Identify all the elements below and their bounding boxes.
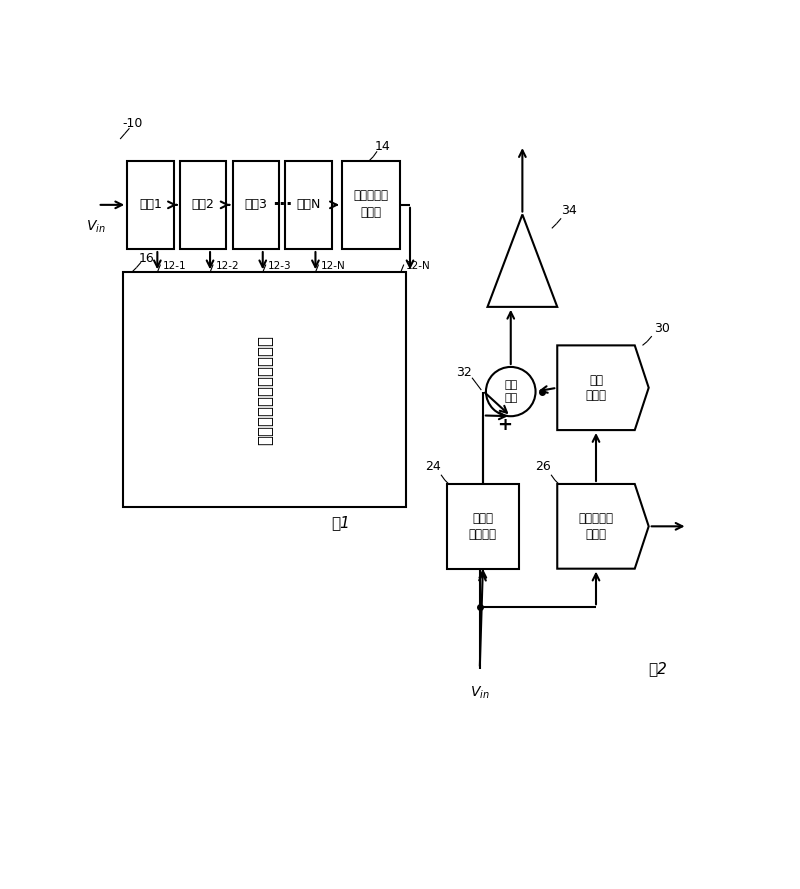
Text: $V_{in}$: $V_{in}$ [86, 219, 106, 235]
Text: 图2: 图2 [649, 661, 667, 677]
Bar [180, 161, 226, 249]
Text: 转换器: 转换器 [586, 388, 606, 402]
Text: 数字纠错及时间校正单元: 数字纠错及时间校正单元 [256, 334, 274, 444]
Text: 保持单元: 保持单元 [469, 527, 497, 541]
Text: 12-N: 12-N [321, 261, 346, 271]
Text: -10: -10 [122, 117, 142, 130]
Text: 节点: 节点 [504, 394, 518, 404]
Text: 12-2: 12-2 [215, 261, 239, 271]
Bar [123, 272, 406, 507]
Text: 步骤3: 步骤3 [244, 198, 267, 212]
Text: 12-N: 12-N [406, 261, 431, 271]
Text: 12-1: 12-1 [162, 261, 186, 271]
Text: 闪存式模板: 闪存式模板 [354, 189, 388, 202]
Text: 30: 30 [654, 322, 670, 334]
Text: 32: 32 [456, 366, 472, 380]
Text: 12-3: 12-3 [268, 261, 292, 271]
Text: 步骤N: 步骤N [296, 198, 321, 212]
Text: 步骤2: 步骤2 [192, 198, 214, 212]
Text: 求和: 求和 [504, 380, 518, 389]
Text: 24: 24 [426, 461, 441, 473]
Text: 34: 34 [561, 204, 577, 218]
Text: 步骤1: 步骤1 [139, 198, 162, 212]
Text: 图1: 图1 [331, 515, 350, 530]
Bar [447, 484, 518, 569]
Text: 闪存式模板: 闪存式模板 [578, 512, 614, 525]
Bar [127, 161, 174, 249]
Text: 转换器: 转换器 [586, 527, 606, 541]
Bar [233, 161, 279, 249]
Text: 14: 14 [374, 140, 390, 153]
Text: 取样与: 取样与 [472, 512, 494, 525]
Text: 16: 16 [138, 252, 154, 265]
Text: +: + [497, 416, 512, 435]
Text: ···: ··· [272, 196, 293, 214]
Text: $V_{in}$: $V_{in}$ [470, 685, 490, 701]
Bar [342, 161, 400, 249]
Text: 数模: 数模 [589, 373, 603, 387]
Bar [286, 161, 332, 249]
Text: 26: 26 [535, 461, 551, 473]
Text: 转换器: 转换器 [360, 206, 382, 219]
